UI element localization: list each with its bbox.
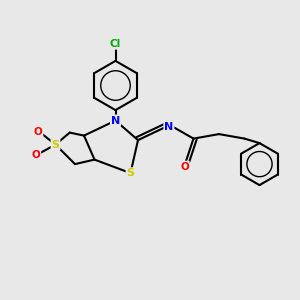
Text: O: O: [34, 127, 43, 137]
Text: N: N: [164, 122, 173, 132]
Text: N: N: [111, 116, 120, 126]
Text: S: S: [127, 168, 134, 178]
Text: Cl: Cl: [110, 39, 121, 49]
Text: O: O: [32, 150, 40, 160]
Text: O: O: [180, 161, 189, 172]
Text: N: N: [111, 116, 120, 126]
Text: S: S: [52, 140, 59, 150]
